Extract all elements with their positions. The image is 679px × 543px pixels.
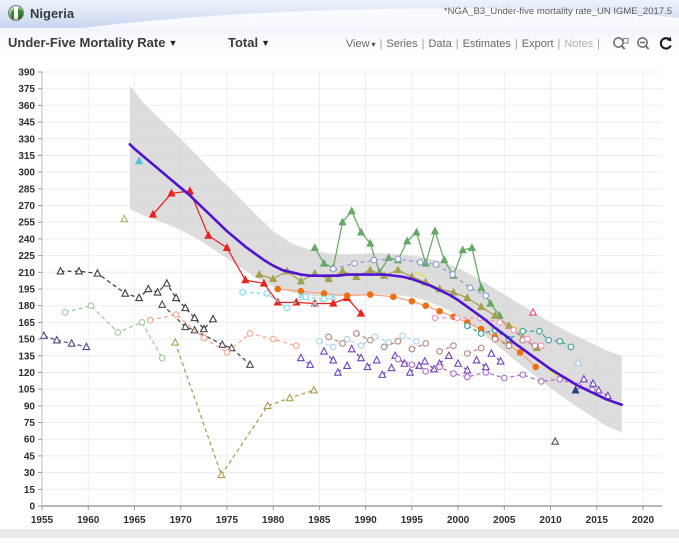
series-cyan-x: [297, 292, 337, 307]
y-axis-tick-label: 375: [18, 84, 35, 95]
y-axis-tick-label: 390: [18, 68, 35, 79]
mortality-rate-chart[interactable]: 0 15 30 45 60 75 90 105 120 135 150 165 180 195 210 225…: [0, 58, 679, 538]
series-crimson-triangle: [528, 307, 538, 316]
x-axis-tick-label: 1985: [308, 515, 331, 526]
x-axis-tick-label: 2005: [493, 515, 516, 526]
x-axis-tick-label: 1980: [262, 515, 285, 526]
toolbar-separator: |: [421, 37, 425, 50]
top-title-bar: Nigeria *NGA_B3_Under-five mortality rat…: [0, 0, 679, 28]
y-axis-tick-label: 165: [18, 318, 35, 329]
y-axis-tick-label: 105: [18, 385, 35, 396]
series-pink-circles: [431, 314, 545, 350]
series-darkkhaki-dip: [170, 337, 319, 479]
y-axis-tick-label: 225: [18, 251, 35, 262]
toolbar-separator: |: [597, 37, 600, 50]
toolbar-link-export[interactable]: Export: [521, 37, 554, 50]
toolbar-link-estimates[interactable]: Estimates: [462, 37, 511, 50]
y-axis-tick-label: 45: [24, 451, 36, 462]
chevron-down-icon: ▾: [371, 39, 376, 49]
y-axis-tick-label: 270: [18, 201, 35, 212]
series-lightgreen-indirect: [61, 302, 166, 362]
chevron-down-icon: ▼: [261, 38, 271, 48]
series-rosybrown-circles: [325, 330, 539, 357]
y-axis-tick-label: 180: [18, 301, 35, 312]
series-salmon-indirect: [146, 311, 300, 356]
y-axis-tick-label: 75: [24, 418, 36, 429]
y-axis-tick-label: 30: [24, 468, 36, 479]
x-axis-tick-label: 1995: [401, 515, 424, 526]
y-axis-tick-label: 120: [18, 368, 35, 379]
series-gray-triangle-low: [550, 436, 560, 445]
series-purple-pairs: [296, 344, 613, 400]
series-teal-circles: [463, 322, 575, 351]
y-axis-tick-label: 330: [18, 134, 35, 145]
series-file-label: *NGA_B3_Under-five mortality rate_UN IGM…: [443, 6, 672, 17]
chart-toolbar: View ▾ | Series | Data | Estimates | Export | Notes…: [346, 36, 673, 51]
y-axis-tick-label: 0: [29, 502, 35, 513]
x-axis-tick-label: 1965: [123, 515, 146, 526]
y-axis-tick-label: 300: [18, 168, 35, 179]
toolbar-separator: |: [455, 37, 459, 50]
bottom-window-strip: [0, 529, 679, 538]
x-axis-tick-label: 1960: [77, 515, 100, 526]
x-axis-tick-label: 1975: [216, 515, 239, 526]
toolbar-separator: |: [379, 37, 383, 50]
controls-row: Under-Five Mortality Rate ▼ Total ▼ View ▾ |…: [0, 28, 679, 58]
country-title: Nigeria: [30, 5, 75, 21]
x-axis-tick-label: 2020: [632, 515, 655, 526]
y-axis-tick-label: 60: [24, 435, 36, 446]
toolbar-separator: |: [514, 37, 518, 50]
series-orchid-circles: [394, 355, 596, 394]
y-axis-tick-label: 135: [18, 351, 35, 362]
axes: 0 15 30 45 60 75 90 105 120 135 150 165 180 195 210 225…: [18, 68, 662, 526]
estimate-curve: [128, 143, 624, 407]
indicator-dropdown[interactable]: Under-Five Mortality Rate ▼: [8, 35, 178, 50]
toolbar-link-view[interactable]: View ▾: [345, 37, 376, 50]
x-axis-tick-label: 2000: [447, 515, 470, 526]
y-axis-tick-label: 210: [18, 268, 35, 279]
chevron-down-icon: ▼: [168, 38, 178, 48]
series-navy-triangle: [571, 385, 580, 394]
x-axis-tick-label: 1990: [354, 515, 377, 526]
x-axis-tick-label: 1955: [31, 515, 54, 526]
refresh-button[interactable]: [658, 36, 673, 51]
y-axis-tick-label: 150: [18, 335, 35, 346]
series-indigo-early: [39, 330, 91, 351]
toolbar-link-series[interactable]: Series: [386, 37, 418, 50]
y-axis-tick-label: 360: [18, 101, 35, 112]
y-axis-tick-label: 345: [18, 118, 35, 129]
x-axis-tick-label: 2010: [539, 515, 562, 526]
series-paleblue-circles: [316, 332, 420, 351]
y-axis-tick-label: 285: [18, 184, 35, 195]
y-axis-tick-label: 195: [18, 285, 35, 296]
nigeria-flag-icon: [8, 5, 24, 21]
y-axis-tick-label: 90: [24, 401, 36, 412]
series-steelblue-indirect: [329, 255, 490, 300]
survey-series: [39, 156, 613, 479]
toolbar-link-data[interactable]: Data: [428, 37, 452, 50]
y-axis-tick-label: 315: [18, 151, 35, 162]
y-axis-tick-label: 240: [18, 234, 35, 245]
y-axis-tick-label: 15: [24, 485, 36, 496]
series-black-indirect-2: [157, 299, 255, 368]
x-axis-tick-label: 2015: [586, 515, 609, 526]
y-axis-tick-label: 255: [18, 218, 35, 229]
series-cyan-filled-triangle: [134, 156, 144, 165]
series-black-indirect-1: [56, 266, 218, 333]
toolbar-link-notes[interactable]: Notes: [564, 37, 594, 50]
zoom-in-button[interactable]: [612, 36, 629, 51]
sex-dropdown[interactable]: Total ▼: [228, 35, 271, 50]
series-olive-open-triangle: [120, 214, 129, 223]
toolbar-separator: |: [557, 37, 561, 50]
x-axis-tick-label: 1970: [170, 515, 193, 526]
series-lightblue-triangle: [574, 357, 583, 366]
zoom-out-button[interactable]: [636, 36, 651, 51]
series-cyan-indirect: [239, 288, 328, 312]
